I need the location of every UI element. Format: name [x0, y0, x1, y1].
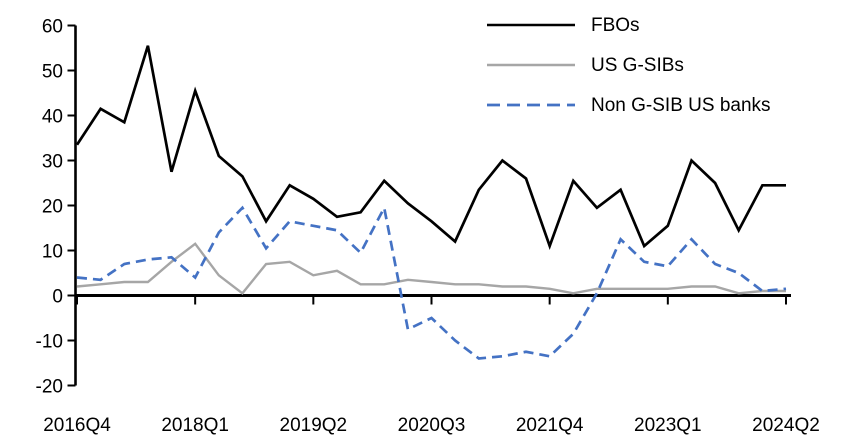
y-axis-label: 40: [42, 107, 63, 128]
legend-label-non-gsib: Non G-SIB US banks: [591, 94, 771, 116]
y-axis-label: -20: [36, 377, 63, 398]
x-axis-label: 2018Q1: [161, 415, 229, 436]
series-line-2: [76, 203, 787, 360]
y-axis-label: 0: [52, 287, 63, 308]
x-axis-label: 2024Q2: [752, 415, 820, 436]
us-gsibs-line-sample-icon: [487, 63, 575, 67]
x-axis-label: 2020Q3: [398, 415, 466, 436]
y-axis-label: 30: [42, 152, 63, 173]
legend-item-non-gsib: Non G-SIB US banks: [487, 85, 771, 125]
legend-item-us-gsibs: US G-SIBs: [487, 45, 771, 85]
legend-item-fbos: FBOs: [487, 5, 771, 45]
y-axis-label: 10: [42, 242, 63, 263]
y-axis-label: 60: [42, 17, 63, 38]
legend: FBOs US G-SIBs Non G-SIB US banks: [487, 5, 771, 125]
x-axis-label: 2021Q4: [516, 415, 584, 436]
legend-label-fbos: FBOs: [591, 14, 640, 36]
non-gsib-line-sample-icon: [487, 103, 575, 107]
series-line-0: [75, 45, 786, 251]
x-axis-label: 2023Q1: [634, 415, 702, 436]
legend-label-us-gsibs: US G-SIBs: [591, 54, 684, 76]
fbos-line-sample-icon: [487, 23, 575, 27]
x-axis-label: 2019Q2: [280, 415, 348, 436]
y-axis-label: 20: [42, 197, 63, 218]
y-axis-label: 50: [42, 62, 63, 83]
y-axis-label: -10: [36, 332, 63, 353]
x-axis-label: 2016Q4: [43, 415, 111, 436]
series-line-1: [76, 242, 786, 295]
